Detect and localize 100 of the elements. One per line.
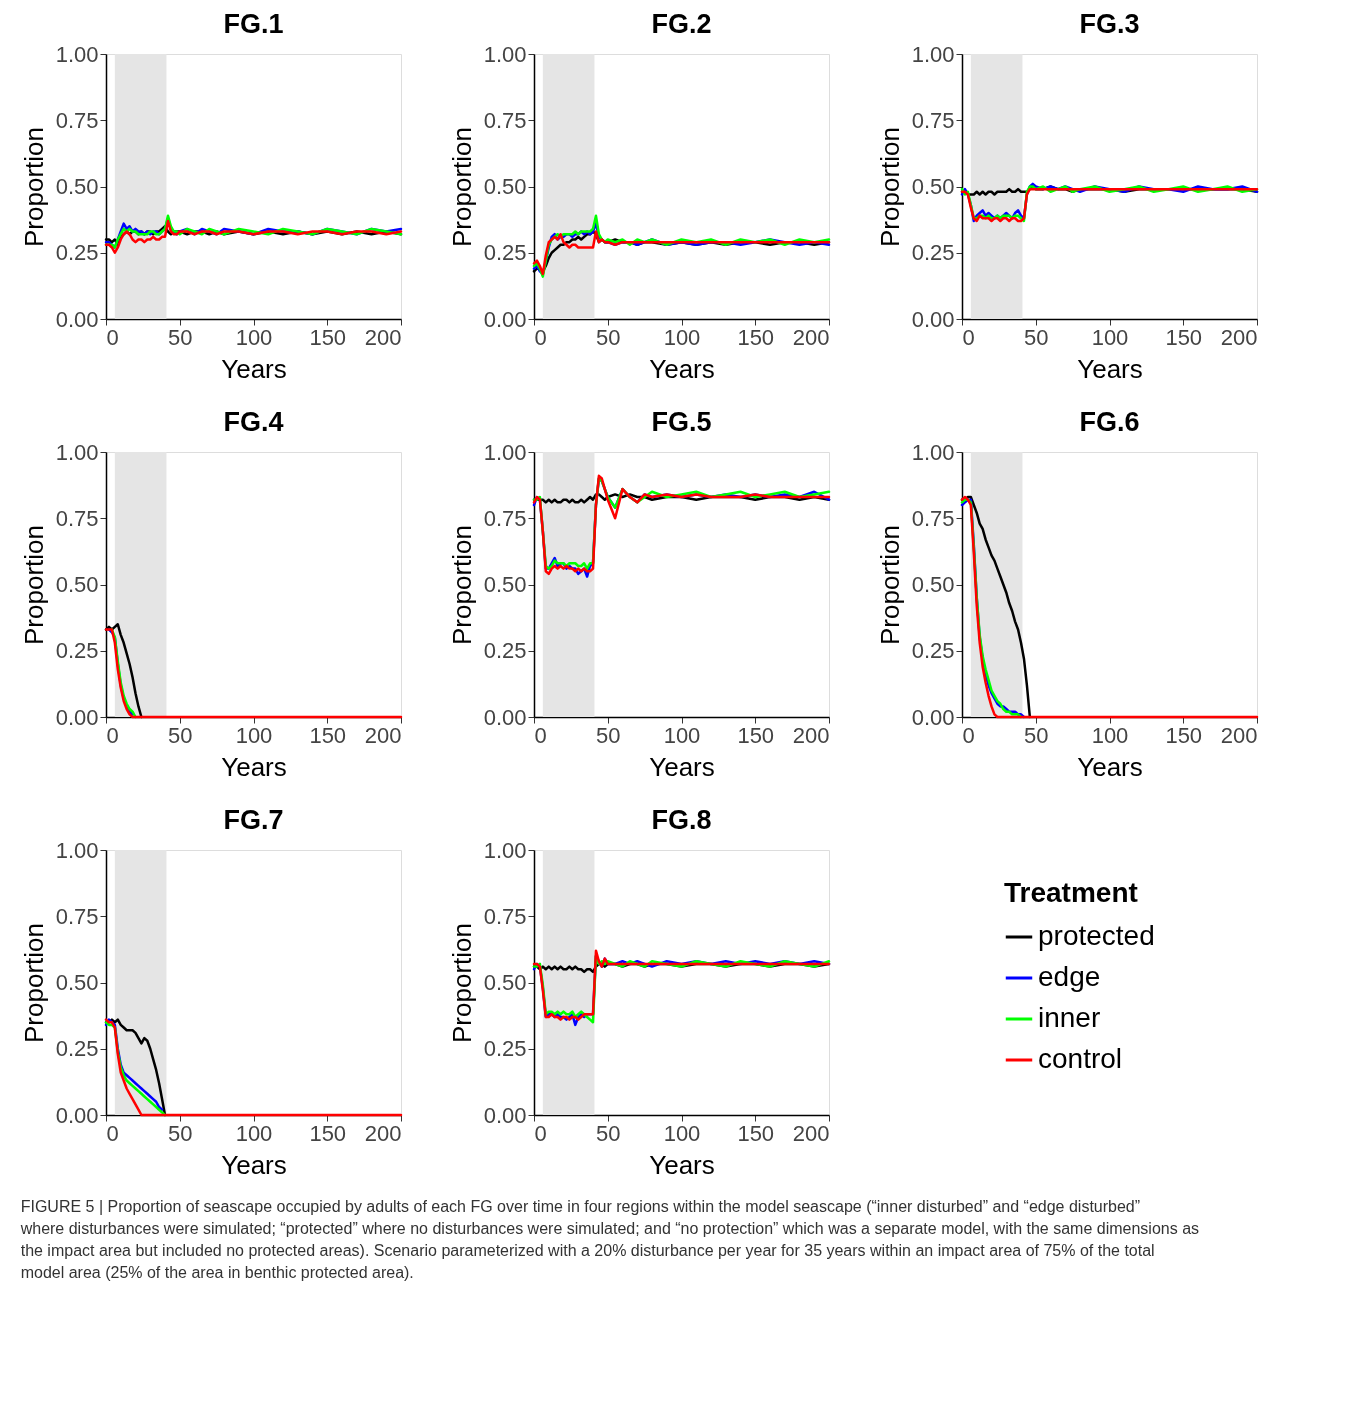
y-axis-title: Proportion bbox=[18, 923, 49, 1043]
y-axis-title: Proportion bbox=[446, 525, 477, 645]
y-tick-label: 0.75 bbox=[911, 107, 955, 133]
x-tick-label: 150 bbox=[1165, 722, 1203, 748]
chart-title: FG.5 bbox=[651, 407, 712, 437]
x-tick-label: 150 bbox=[737, 324, 775, 350]
x-tick-label: 0 bbox=[534, 722, 547, 748]
y-tick-label: 0.25 bbox=[55, 240, 99, 266]
y-tick-label: 0.00 bbox=[483, 1102, 527, 1128]
y-tick-label: 0.75 bbox=[55, 505, 99, 531]
chart-title: FG.8 bbox=[651, 805, 712, 835]
x-tick-label: 150 bbox=[1165, 324, 1203, 350]
x-tick-label: 100 bbox=[663, 722, 701, 748]
y-axis-title: Proportion bbox=[18, 127, 49, 247]
x-tick-label: 100 bbox=[235, 1120, 273, 1146]
y-axis-title: Proportion bbox=[874, 127, 905, 247]
x-axis-title: Years bbox=[221, 751, 287, 782]
y-tick-label: 0.00 bbox=[911, 704, 955, 730]
y-tick-label: 0.25 bbox=[55, 638, 99, 664]
y-tick-label: 1.00 bbox=[55, 41, 99, 67]
x-tick-label: 200 bbox=[364, 722, 402, 748]
x-axis-title: Years bbox=[649, 1149, 715, 1180]
x-tick-label: 0 bbox=[962, 722, 975, 748]
y-tick-label: 0.00 bbox=[911, 306, 955, 332]
x-axis-title: Years bbox=[1077, 751, 1143, 782]
x-tick-label: 0 bbox=[534, 1120, 547, 1146]
y-axis-title: Proportion bbox=[18, 525, 49, 645]
y-axis-title: Proportion bbox=[446, 127, 477, 247]
y-tick-label: 1.00 bbox=[483, 41, 527, 67]
x-axis-title: Years bbox=[649, 751, 715, 782]
x-tick-label: 50 bbox=[1024, 722, 1049, 748]
y-tick-label: 0.25 bbox=[55, 1036, 99, 1062]
y-tick-label: 1.00 bbox=[483, 439, 527, 465]
x-tick-label: 150 bbox=[309, 324, 347, 350]
x-tick-label: 200 bbox=[364, 324, 402, 350]
y-axis-title: Proportion bbox=[874, 525, 905, 645]
chart-title: FG.2 bbox=[651, 9, 712, 39]
chart-title: FG.4 bbox=[223, 407, 284, 437]
x-tick-label: 200 bbox=[1220, 722, 1258, 748]
y-tick-label: 0.50 bbox=[483, 174, 527, 199]
x-axis-title: Years bbox=[1077, 353, 1143, 384]
y-tick-label: 0.25 bbox=[483, 1036, 527, 1062]
x-tick-label: 0 bbox=[106, 1120, 119, 1146]
y-tick-label: 0.25 bbox=[483, 240, 527, 266]
y-tick-label: 0.00 bbox=[483, 704, 527, 730]
y-tick-label: 0.00 bbox=[55, 1102, 99, 1128]
x-tick-label: 100 bbox=[235, 722, 273, 748]
caption: FIGURE 5 | Proportion of seascape occupied by adults of each FG over time in four regions within the model seascape (“inner disturbed” and “edge disturbed” where disturbances were simulated; “protected” where no disturbances were simulated; and “no protection” which was a separate model, with the same dimensions as the impact area but included no protected areas). Scenario parameterized with a 20% disturbance per year for 35 years within an impact area of 75% of the total model area (25% of the area in benthic protected area). bbox=[19, 1197, 1200, 1281]
y-tick-label: 0.50 bbox=[483, 572, 527, 597]
x-tick-label: 200 bbox=[792, 722, 830, 748]
y-tick-label: 1.00 bbox=[55, 439, 99, 465]
chart-title: FG.6 bbox=[1079, 407, 1140, 437]
x-tick-label: 100 bbox=[663, 1120, 701, 1146]
x-tick-label: 50 bbox=[168, 722, 193, 748]
chart-title: FG.1 bbox=[223, 9, 284, 39]
y-tick-label: 0.25 bbox=[911, 638, 955, 664]
y-tick-label: 0.75 bbox=[483, 903, 527, 929]
x-tick-label: 200 bbox=[1220, 324, 1258, 350]
chart-title: FG.3 bbox=[1079, 9, 1140, 39]
y-tick-label: 0.50 bbox=[55, 174, 99, 199]
chart-title: FG.7 bbox=[223, 805, 284, 835]
legend-label: control bbox=[1038, 1043, 1123, 1074]
y-tick-label: 0.00 bbox=[483, 306, 527, 332]
x-tick-label: 150 bbox=[737, 1120, 775, 1146]
legend-label: protected bbox=[1038, 920, 1155, 951]
x-axis-title: Years bbox=[221, 1149, 287, 1180]
x-tick-label: 200 bbox=[364, 1120, 402, 1146]
y-tick-label: 1.00 bbox=[911, 41, 955, 67]
x-tick-label: 50 bbox=[596, 324, 621, 350]
x-tick-label: 100 bbox=[235, 324, 273, 350]
x-tick-label: 50 bbox=[168, 324, 193, 350]
x-tick-label: 100 bbox=[1091, 324, 1129, 350]
x-tick-label: 150 bbox=[309, 722, 347, 748]
x-tick-label: 200 bbox=[792, 1120, 830, 1146]
x-tick-label: 0 bbox=[106, 722, 119, 748]
y-tick-label: 0.00 bbox=[55, 704, 99, 730]
y-tick-label: 1.00 bbox=[483, 837, 527, 863]
x-tick-label: 0 bbox=[962, 324, 975, 350]
y-tick-label: 0.50 bbox=[55, 572, 99, 597]
y-tick-label: 0.50 bbox=[911, 572, 955, 597]
y-tick-label: 0.75 bbox=[55, 107, 99, 133]
y-tick-label: 0.25 bbox=[911, 240, 955, 266]
legend-title: Treatment bbox=[1004, 877, 1138, 908]
y-tick-label: 0.75 bbox=[55, 903, 99, 929]
x-tick-label: 150 bbox=[309, 1120, 347, 1146]
x-tick-label: 50 bbox=[596, 722, 621, 748]
y-tick-label: 1.00 bbox=[911, 439, 955, 465]
y-tick-label: 0.75 bbox=[483, 107, 527, 133]
y-tick-label: 0.75 bbox=[911, 505, 955, 531]
y-tick-label: 0.75 bbox=[483, 505, 527, 531]
x-tick-label: 0 bbox=[534, 324, 547, 350]
y-axis-title: Proportion bbox=[446, 923, 477, 1043]
legend-label: inner bbox=[1038, 1002, 1101, 1033]
y-tick-label: 0.25 bbox=[483, 638, 527, 664]
x-tick-label: 50 bbox=[1024, 324, 1049, 350]
x-tick-label: 100 bbox=[663, 324, 701, 350]
x-tick-label: 0 bbox=[106, 324, 119, 350]
x-axis-title: Years bbox=[221, 353, 287, 384]
x-tick-label: 50 bbox=[596, 1120, 621, 1146]
y-tick-label: 1.00 bbox=[55, 837, 99, 863]
